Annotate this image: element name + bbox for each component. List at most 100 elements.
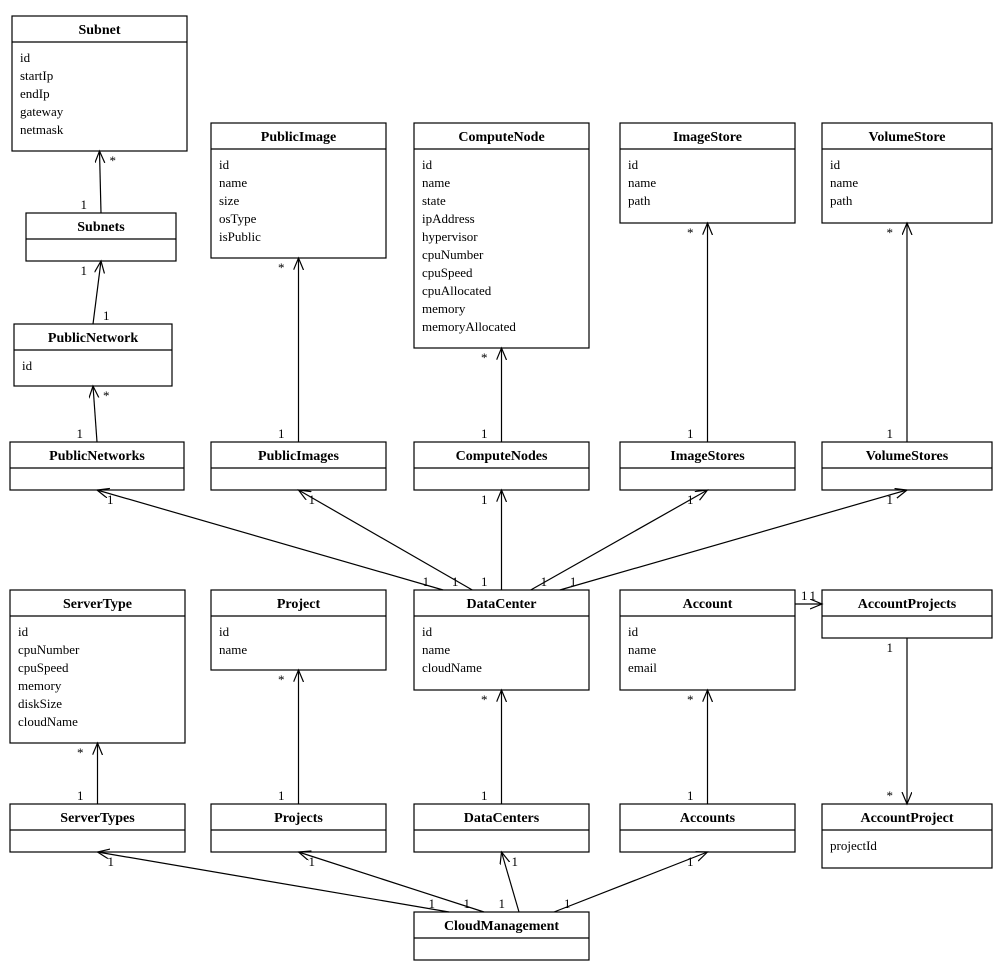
- svg-text:path: path: [628, 193, 651, 208]
- class-AccountProjects: AccountProjects: [822, 590, 992, 638]
- svg-text:*: *: [887, 225, 894, 240]
- svg-text:1: 1: [887, 640, 894, 655]
- edge-CloudManagement-ServerTypes: [98, 852, 450, 912]
- class-Projects: Projects: [211, 804, 386, 852]
- svg-text:1: 1: [570, 574, 577, 589]
- svg-text:PublicNetwork: PublicNetwork: [48, 331, 138, 346]
- svg-text:name: name: [830, 175, 858, 190]
- svg-text:1: 1: [687, 788, 694, 803]
- svg-text:*: *: [481, 350, 488, 365]
- svg-text:ServerType: ServerType: [63, 597, 132, 612]
- svg-text:id: id: [628, 624, 639, 639]
- svg-text:1: 1: [81, 197, 88, 212]
- svg-text:ImageStore: ImageStore: [673, 130, 742, 145]
- svg-text:1: 1: [278, 788, 285, 803]
- svg-text:1: 1: [77, 426, 84, 441]
- svg-text:Subnet: Subnet: [78, 23, 120, 38]
- svg-text:state: state: [422, 193, 446, 208]
- svg-text:1: 1: [481, 788, 488, 803]
- svg-text:1: 1: [309, 854, 316, 869]
- svg-text:diskSize: diskSize: [18, 696, 62, 711]
- class-PublicNetworks: PublicNetworks: [10, 442, 184, 490]
- uml-class-diagram: SubnetidstartIpendIpgatewaynetmaskSubnet…: [0, 0, 1000, 967]
- svg-text:endIp: endIp: [20, 86, 50, 101]
- class-Accounts: Accounts: [620, 804, 795, 852]
- svg-text:cloudName: cloudName: [18, 714, 78, 729]
- svg-text:1: 1: [887, 426, 894, 441]
- class-Project: Projectidname: [211, 590, 386, 670]
- svg-text:*: *: [77, 745, 84, 760]
- svg-text:name: name: [422, 642, 450, 657]
- svg-text:VolumeStore: VolumeStore: [869, 130, 946, 145]
- edge-DataCenter-PublicImages: [299, 490, 473, 590]
- svg-text:CloudManagement: CloudManagement: [444, 919, 559, 934]
- svg-text:path: path: [830, 193, 853, 208]
- svg-text:memoryAllocated: memoryAllocated: [422, 319, 516, 334]
- svg-text:*: *: [481, 692, 488, 707]
- svg-text:*: *: [110, 153, 117, 168]
- class-CloudManagement: CloudManagement: [414, 912, 589, 960]
- svg-text:startIp: startIp: [20, 68, 53, 83]
- svg-text:1: 1: [687, 492, 694, 507]
- svg-text:1: 1: [801, 588, 808, 603]
- svg-text:1: 1: [452, 574, 459, 589]
- edge-DataCenter-VolumeStores: [560, 490, 907, 590]
- svg-text:id: id: [422, 624, 433, 639]
- svg-text:projectId: projectId: [830, 838, 877, 853]
- svg-text:1: 1: [481, 492, 488, 507]
- svg-text:1: 1: [108, 854, 115, 869]
- svg-text:1: 1: [423, 574, 430, 589]
- class-ServerTypes: ServerTypes: [10, 804, 185, 852]
- svg-text:cpuSpeed: cpuSpeed: [18, 660, 69, 675]
- svg-text:cloudName: cloudName: [422, 660, 482, 675]
- svg-text:cpuAllocated: cpuAllocated: [422, 283, 492, 298]
- svg-text:PublicNetworks: PublicNetworks: [49, 449, 145, 464]
- svg-text:1: 1: [464, 896, 471, 911]
- svg-text:cpuSpeed: cpuSpeed: [422, 265, 473, 280]
- svg-text:*: *: [687, 692, 694, 707]
- svg-text:1: 1: [499, 896, 506, 911]
- class-ImageStore: ImageStoreidnamepath: [620, 123, 795, 223]
- svg-text:osType: osType: [219, 211, 257, 226]
- svg-text:1: 1: [512, 854, 519, 869]
- svg-text:cpuNumber: cpuNumber: [18, 642, 80, 657]
- svg-text:id: id: [22, 358, 33, 373]
- svg-text:1: 1: [481, 426, 488, 441]
- edge-CloudManagement-Accounts: [554, 852, 708, 912]
- svg-text:cpuNumber: cpuNumber: [422, 247, 484, 262]
- svg-text:1: 1: [564, 896, 571, 911]
- svg-text:DataCenter: DataCenter: [467, 597, 537, 612]
- edge-CloudManagement-Projects: [299, 852, 485, 912]
- edge-DataCenter-ImageStores: [531, 490, 708, 590]
- class-AccountProject: AccountProjectprojectId: [822, 804, 992, 868]
- svg-text:id: id: [219, 624, 230, 639]
- edge-PublicNetwork-Subnets: [93, 261, 101, 324]
- class-PublicImages: PublicImages: [211, 442, 386, 490]
- edge-Subnets-Subnet: [100, 151, 102, 213]
- svg-text:Account: Account: [683, 597, 733, 612]
- class-ImageStores: ImageStores: [620, 442, 795, 490]
- svg-text:ComputeNodes: ComputeNodes: [456, 449, 548, 464]
- svg-text:hypervisor: hypervisor: [422, 229, 478, 244]
- svg-text:Accounts: Accounts: [680, 811, 736, 826]
- class-VolumeStores: VolumeStores: [822, 442, 992, 490]
- svg-text:name: name: [422, 175, 450, 190]
- svg-text:1: 1: [429, 896, 436, 911]
- svg-text:memory: memory: [422, 301, 466, 316]
- svg-text:1: 1: [103, 308, 110, 323]
- svg-text:*: *: [278, 672, 285, 687]
- svg-text:name: name: [628, 175, 656, 190]
- svg-text:gateway: gateway: [20, 104, 64, 119]
- svg-text:1: 1: [481, 574, 488, 589]
- svg-text:email: email: [628, 660, 657, 675]
- svg-text:1: 1: [77, 788, 84, 803]
- svg-text:*: *: [687, 225, 694, 240]
- svg-text:DataCenters: DataCenters: [464, 811, 540, 826]
- svg-text:1: 1: [687, 854, 694, 869]
- class-Account: Accountidnameemail: [620, 590, 795, 690]
- svg-text:ipAddress: ipAddress: [422, 211, 475, 226]
- class-Subnet: SubnetidstartIpendIpgatewaynetmask: [12, 16, 187, 151]
- svg-text:VolumeStores: VolumeStores: [866, 449, 949, 464]
- svg-text:netmask: netmask: [20, 122, 64, 137]
- svg-text:isPublic: isPublic: [219, 229, 261, 244]
